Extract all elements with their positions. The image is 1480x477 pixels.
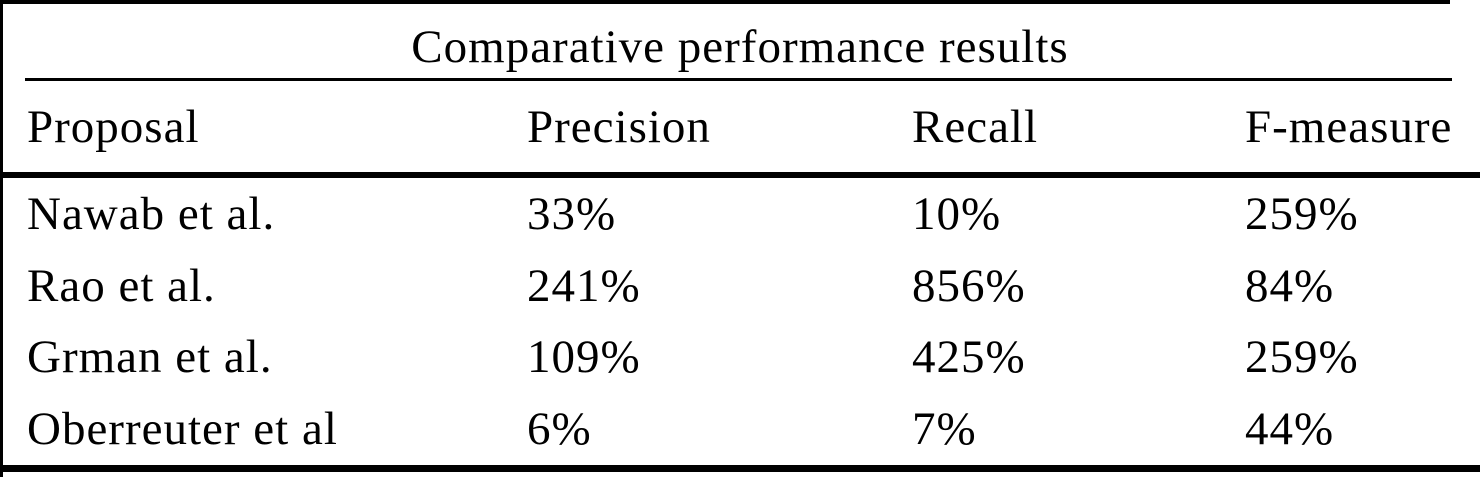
proposal-cell: Grman et al. xyxy=(27,331,273,384)
precision-cell: 109% xyxy=(527,331,641,384)
recall-cell: 10% xyxy=(912,187,1002,240)
table-row: Grman et al. 109% 425% 259% xyxy=(0,322,1480,394)
recall-cell: 425% xyxy=(912,331,1026,384)
precision-cell: 241% xyxy=(527,259,641,312)
left-edge-rule xyxy=(0,0,3,477)
top-rule xyxy=(3,0,1450,4)
f-measure-cell: 44% xyxy=(1245,403,1335,456)
precision-cell: 33% xyxy=(527,187,617,240)
table-header-row: Proposal Precision Recall F-measure xyxy=(0,82,1480,172)
table-row: Rao et al. 241% 856% 84% xyxy=(0,250,1480,322)
column-header-recall: Recall xyxy=(912,101,1039,153)
table-title: Comparative performance results xyxy=(411,21,1069,73)
column-header-precision: Precision xyxy=(527,101,711,153)
proposal-cell: Oberreuter et al xyxy=(27,403,338,456)
column-header-f-measure: F-measure xyxy=(1245,101,1453,153)
table-row: Oberreuter et al 6% 7% 44% xyxy=(0,393,1480,465)
header-separator-rule xyxy=(0,172,1480,178)
recall-cell: 7% xyxy=(912,403,977,456)
table-body: Nawab et al. 33% 10% 259% Rao et al. 241… xyxy=(0,178,1480,465)
title-underline-rule xyxy=(25,78,1452,81)
table-row: Nawab et al. 33% 10% 259% xyxy=(0,178,1480,250)
bottom-rule xyxy=(0,465,1480,472)
column-header-proposal: Proposal xyxy=(27,101,200,153)
f-measure-cell: 84% xyxy=(1245,259,1335,312)
proposal-cell: Rao et al. xyxy=(27,259,216,312)
f-measure-cell: 259% xyxy=(1245,187,1359,240)
proposal-cell: Nawab et al. xyxy=(27,187,276,240)
f-measure-cell: 259% xyxy=(1245,331,1359,384)
recall-cell: 856% xyxy=(912,259,1026,312)
precision-cell: 6% xyxy=(527,403,592,456)
